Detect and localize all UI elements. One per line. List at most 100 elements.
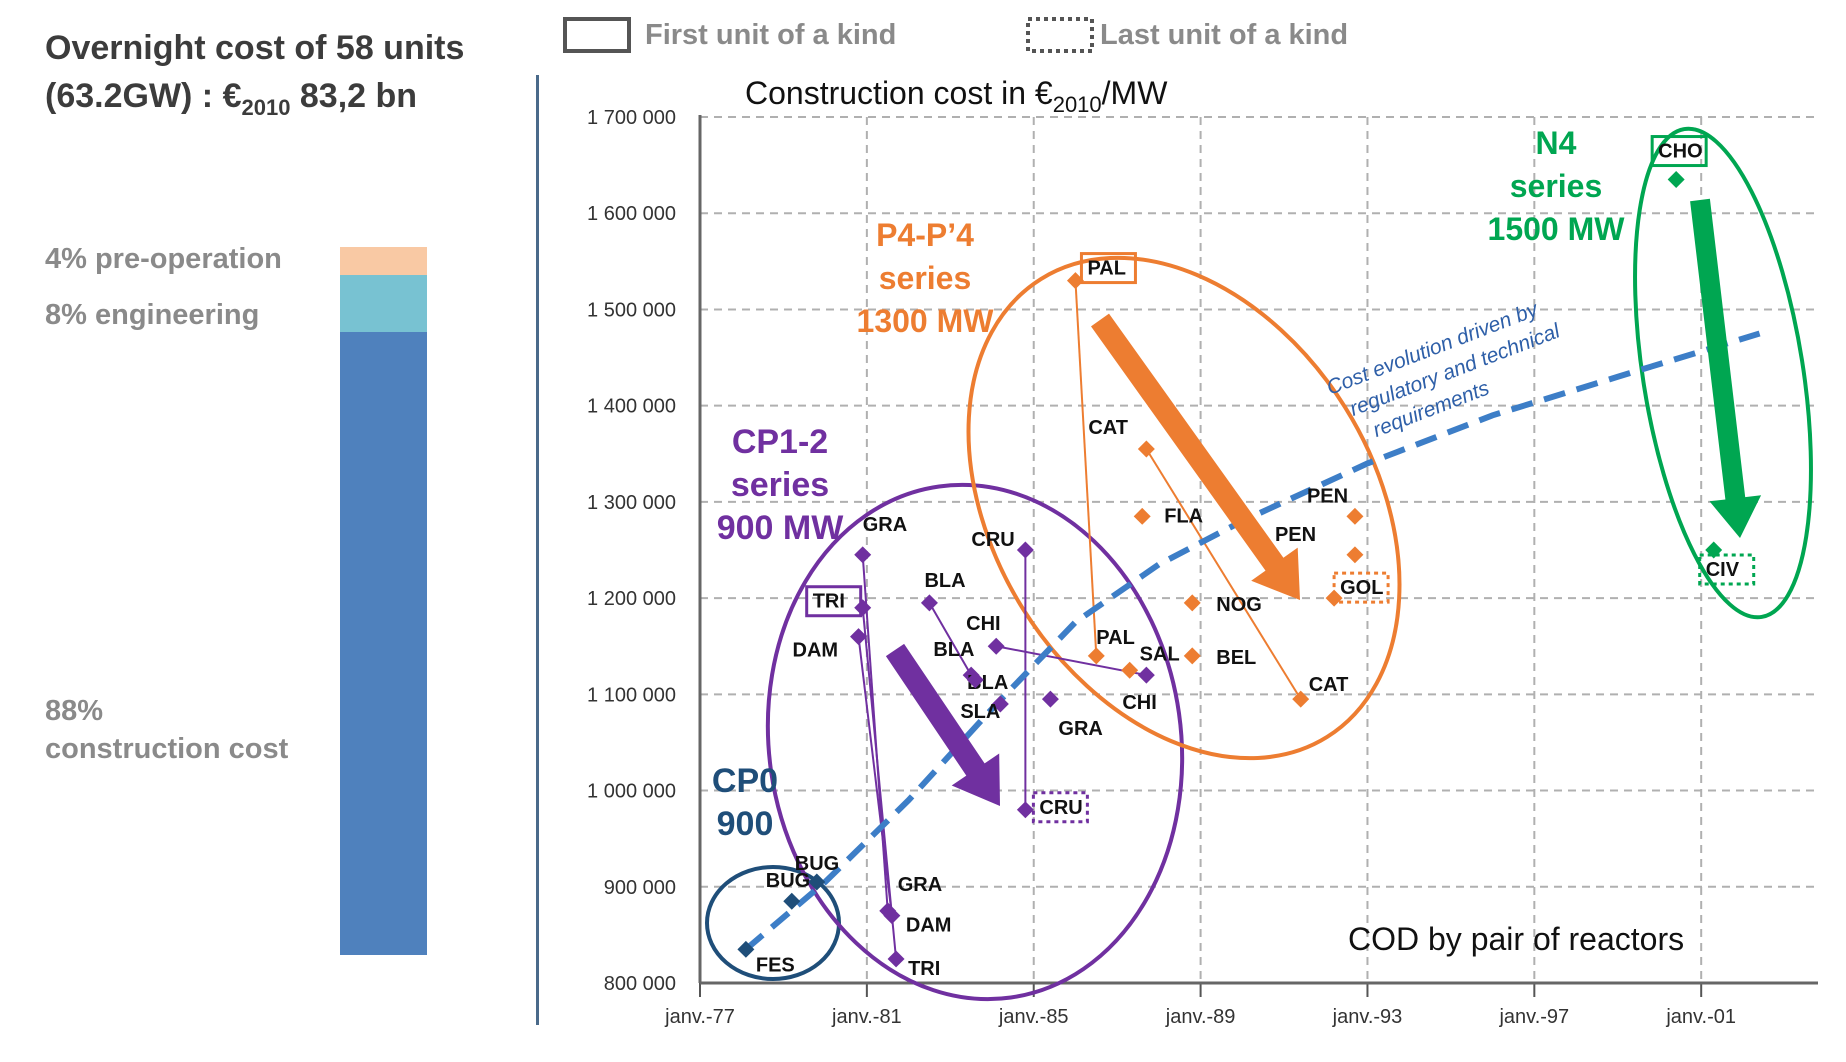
n4-series-label: 1500 MW	[1488, 211, 1626, 247]
point-label-gra: GRA	[1058, 718, 1102, 740]
cp1-series-label: CP1-2	[732, 423, 828, 461]
data-point-pen	[1346, 507, 1364, 525]
first-unit-box	[805, 585, 863, 618]
point-label-fes: FES	[756, 954, 795, 976]
data-point-sla	[991, 695, 1009, 713]
data-point-cho	[1667, 171, 1685, 189]
point-label-pen: PEN	[1307, 485, 1348, 507]
title-line-2-sub: 2010	[241, 94, 291, 120]
share-label-construction-text: construction cost	[45, 733, 289, 765]
y-tick-label: 1 400 000	[587, 396, 676, 418]
panel-divider	[536, 75, 539, 1025]
p4-series-label: series	[879, 260, 972, 296]
y-tick-label: 1 000 000	[587, 781, 676, 803]
data-point-bug	[783, 892, 801, 910]
pair-link-line	[1145, 448, 1302, 700]
last-unit-box	[1332, 571, 1390, 604]
point-label-gol: GOL	[1340, 577, 1383, 599]
data-point-cru	[1016, 541, 1034, 559]
chart-title-prefix: Construction cost in €	[745, 75, 1053, 111]
legend-first-label: First unit of a kind	[645, 19, 896, 51]
data-point-dam	[883, 907, 901, 925]
chart-title-suffix: /MW	[1102, 75, 1169, 111]
legend-last-label: Last unit of a kind	[1100, 19, 1348, 51]
x-tick-label: janv.-93	[1332, 1006, 1403, 1028]
p4-series-label: P4-P’4	[876, 217, 974, 253]
point-label-bla: BLA	[924, 570, 965, 592]
share-label-construction-pct: 88%	[45, 695, 104, 727]
data-point-sal	[1121, 661, 1139, 679]
data-point-chi	[1137, 666, 1155, 684]
legend-first-box	[563, 17, 631, 53]
bar-segment-0	[340, 247, 427, 276]
point-label-bug: BUG	[795, 853, 839, 875]
data-point-bla	[966, 671, 984, 689]
data-point-pal	[1087, 647, 1105, 665]
point-label-cat: CAT	[1309, 674, 1349, 696]
data-point-gra	[1041, 690, 1059, 708]
cp1-group-ellipse	[765, 482, 1185, 1002]
point-label-bel: BEL	[1216, 647, 1256, 669]
y-tick-label: 800 000	[604, 973, 676, 995]
point-label-tri: TRI	[813, 591, 845, 613]
data-point-cat	[1137, 440, 1155, 458]
title-line-1: Overnight cost of 58 units	[45, 29, 465, 67]
last-unit-box	[1698, 553, 1756, 586]
point-label-cho: CHO	[1658, 141, 1702, 163]
pair-link-line	[928, 602, 973, 676]
n4-group-ellipse	[1633, 126, 1813, 620]
point-label-tri: TRI	[908, 958, 940, 980]
n4-series-label: series	[1510, 168, 1603, 204]
x-axis-label: COD by pair of reactors	[1348, 921, 1684, 957]
x-tick-label: janv.-85	[998, 1006, 1069, 1028]
point-label-fla: FLA	[1164, 505, 1203, 527]
p4-group-ellipse	[966, 255, 1402, 761]
bar-segment-1	[340, 275, 427, 332]
share-label-engineering: 8% engineering	[45, 299, 260, 331]
x-tick-label: janv.-81	[831, 1006, 902, 1028]
point-label-dam: DAM	[906, 915, 952, 937]
point-label-dam: DAM	[793, 640, 839, 662]
title-line-2-prefix: (63.2GW) : €	[45, 77, 242, 115]
left-panel-title: Overnight cost of 58 units (63.2GW) : €2…	[45, 24, 464, 132]
data-point-chi	[987, 637, 1005, 655]
title-line-2-suffix: 83,2 bn	[290, 77, 418, 115]
point-label-gra: GRA	[863, 514, 907, 536]
data-point-dam	[850, 628, 868, 646]
point-label-chi: CHI	[1122, 692, 1156, 714]
data-point-cru	[1016, 801, 1034, 819]
data-point-nog	[1183, 594, 1201, 612]
n4-series-label: N4	[1536, 125, 1577, 161]
data-point-tri	[887, 950, 905, 968]
point-label-pal: PAL	[1087, 258, 1126, 280]
pair-link-line	[861, 554, 889, 911]
data-point-bug	[808, 873, 826, 891]
cp0-series-label: CP0	[712, 762, 778, 800]
point-label-civ: CIV	[1706, 559, 1740, 581]
data-point-cat	[1292, 690, 1310, 708]
p4-cost-arrow	[1091, 313, 1300, 600]
first-unit-box	[1650, 135, 1708, 168]
point-label-pen: PEN	[1275, 524, 1316, 546]
legend-last-box	[1026, 17, 1094, 53]
point-label-nog: NOG	[1216, 594, 1262, 616]
y-tick-label: 1 100 000	[587, 684, 676, 706]
trend-curve	[743, 330, 1761, 952]
chart-title: Construction cost in €2010/MW	[745, 75, 1168, 117]
y-tick-label: 1 300 000	[587, 492, 676, 514]
cp1-cost-arrow	[885, 643, 1000, 806]
data-point-tri	[854, 599, 872, 617]
chart-title-sub: 2010	[1053, 92, 1102, 117]
x-tick-label: janv.-01	[1665, 1006, 1736, 1028]
point-label-cat: CAT	[1088, 417, 1128, 439]
pair-link-line	[857, 636, 893, 916]
cp1-series-label: 900 MW	[717, 509, 844, 547]
x-tick-label: janv.-77	[664, 1006, 735, 1028]
point-label-pal: PAL	[1096, 627, 1135, 649]
data-point-fes	[737, 940, 755, 958]
point-label-gra: GRA	[898, 874, 942, 896]
share-label-pre-operation: 4% pre-operation	[45, 243, 282, 275]
data-point-bla	[920, 594, 938, 612]
